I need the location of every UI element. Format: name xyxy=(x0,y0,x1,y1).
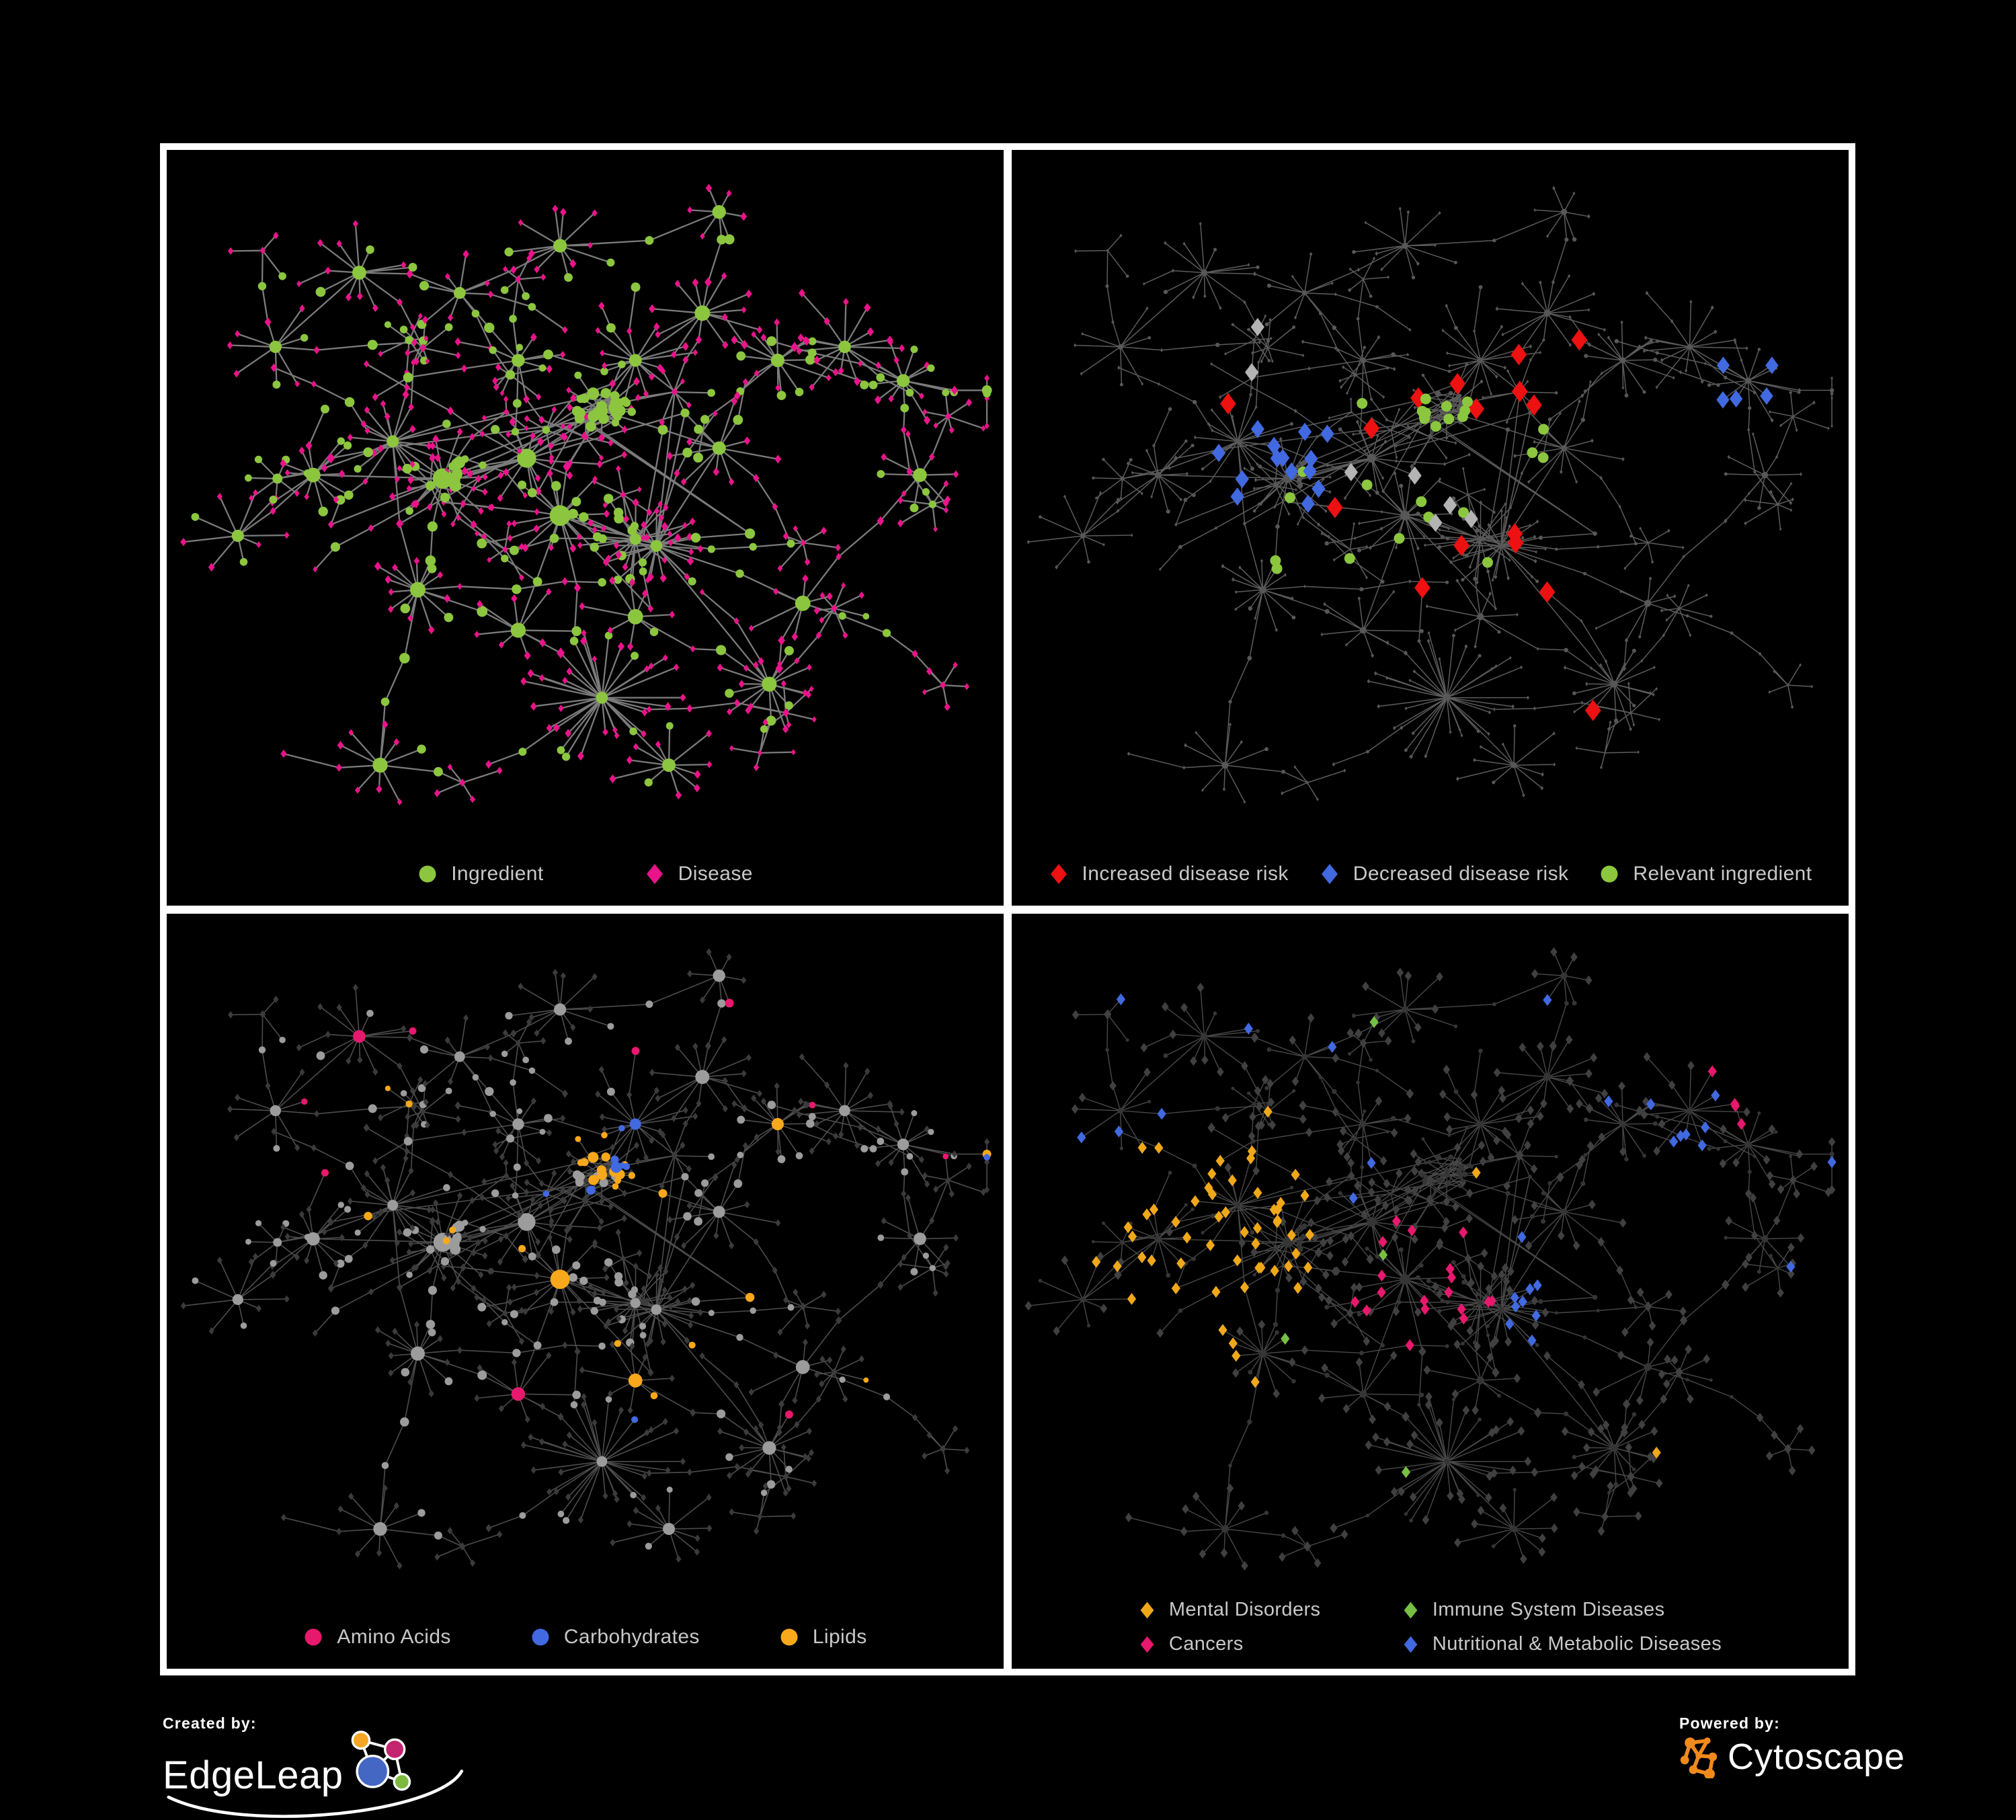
legend-disease-classes: Mental Disorders Immune System Diseases Ca… xyxy=(1012,1599,1849,1655)
legend-marker-circle-icon xyxy=(532,1628,549,1646)
powered-by-label: Powered by: xyxy=(1679,1714,1780,1732)
legend-item: Cancers xyxy=(1139,1633,1402,1655)
legend-item: Carbohydrates xyxy=(530,1626,700,1649)
panel-disease-classes: Mental Disorders Immune System Diseases Ca… xyxy=(1012,913,1849,1669)
nodes-layer xyxy=(180,947,992,1569)
legend-label: Decreased disease risk xyxy=(1353,862,1569,885)
legend-ingredient-disease: Ingredient Disease xyxy=(167,863,1004,885)
legend-item: Relevant ingredient xyxy=(1599,863,1812,885)
legend-marker-diamond-icon xyxy=(1404,1601,1418,1618)
legend-label: Amino Acids xyxy=(337,1626,451,1648)
legend-row: Increased disease risk Decreased disease … xyxy=(1049,863,1812,885)
legend-item: Disease xyxy=(645,863,753,885)
legend-item: Ingredient xyxy=(417,863,543,885)
edgeleap-credit: Created by: EdgeLeap xyxy=(163,1714,464,1818)
legend-row: Ingredient Disease xyxy=(417,863,753,885)
legend-block: Amino Acids Carbohydrates Lipids xyxy=(303,1626,866,1649)
network-graph-ingredient-disease xyxy=(180,184,992,805)
legend-item: Lipids xyxy=(779,1626,867,1649)
network-graph-nutrient-classes xyxy=(180,947,992,1569)
legend-marker-circle-icon xyxy=(780,1628,798,1646)
legend-label: Mental Disorders xyxy=(1168,1599,1321,1620)
edgeleap-logo: EdgeLeap xyxy=(163,1731,464,1818)
legend-block: Mental Disorders Immune System Diseases Ca… xyxy=(1139,1599,1722,1655)
legend-marker-diamond-icon xyxy=(1404,1636,1418,1653)
legend-label: Carbohydrates xyxy=(563,1626,700,1648)
nodes-layer xyxy=(1024,947,1837,1571)
network-graph-disease-classes xyxy=(1024,947,1837,1571)
legend-nutrient-classes: Amino Acids Carbohydrates Lipids xyxy=(167,1626,1004,1649)
network-graph-disease-risk xyxy=(1026,186,1834,804)
nodes-layer xyxy=(180,184,992,805)
legend-label: Relevant ingredient xyxy=(1633,862,1812,885)
legend-marker-circle-icon xyxy=(305,1628,322,1646)
legend-item: Mental Disorders xyxy=(1139,1599,1402,1621)
legend-marker-diamond-icon xyxy=(1321,863,1338,884)
panel-ingredient-disease: Ingredient Disease xyxy=(167,150,1004,906)
legend-row: Cancers Nutritional & Metabolic Diseases xyxy=(1139,1633,1722,1655)
cytoscape-network-icon xyxy=(1680,1737,1718,1778)
panel-grid: Ingredient Disease Increased disease risk… xyxy=(160,143,1855,1675)
legend-marker-circle-icon xyxy=(419,865,436,882)
legend-row: Amino Acids Carbohydrates Lipids xyxy=(303,1626,866,1649)
legend-item: Amino Acids xyxy=(303,1626,450,1649)
legend-label: Lipids xyxy=(812,1626,867,1648)
edgeleap-wordmark: EdgeLeap xyxy=(163,1753,344,1797)
nodes-layer xyxy=(1026,186,1834,804)
legend-marker-diamond-icon xyxy=(1050,863,1067,884)
edges-layer xyxy=(183,951,987,1566)
edges-layer xyxy=(183,188,988,803)
legend-block: Increased disease risk Decreased disease … xyxy=(1049,863,1812,885)
panel-nutrient-classes: Amino Acids Carbohydrates Lipids xyxy=(167,913,1004,1669)
edgeleap-network-icon xyxy=(352,1731,411,1791)
legend-label: Increased disease risk xyxy=(1082,862,1289,885)
cytoscape-credit: Powered by: xyxy=(1679,1714,1905,1778)
legend-label: Immune System Diseases xyxy=(1432,1599,1665,1620)
cytoscape-logo: Cytoscape xyxy=(1679,1735,1905,1778)
cytoscape-wordmark: Cytoscape xyxy=(1728,1737,1906,1777)
created-by-label: Created by: xyxy=(163,1714,257,1732)
legend-block: Ingredient Disease xyxy=(417,863,753,885)
legend-label: Nutritional & Metabolic Diseases xyxy=(1432,1633,1722,1655)
legend-item: Increased disease risk xyxy=(1049,863,1289,885)
legend-label: Disease xyxy=(678,862,753,885)
legend-marker-circle-icon xyxy=(1601,865,1618,882)
legend-item: Decreased disease risk xyxy=(1320,863,1569,885)
legend-marker-diamond-icon xyxy=(1140,1601,1154,1618)
legend-disease-risk: Increased disease risk Decreased disease … xyxy=(1012,863,1849,885)
panel-disease-risk: Increased disease risk Decreased disease … xyxy=(1012,150,1849,906)
edges-layer xyxy=(1028,188,1832,803)
legend-row: Mental Disorders Immune System Diseases xyxy=(1139,1599,1665,1621)
legend-marker-diamond-icon xyxy=(1140,1636,1154,1653)
legend-label: Cancers xyxy=(1168,1633,1244,1655)
legend-label: Ingredient xyxy=(451,862,544,885)
legend-item: Immune System Diseases xyxy=(1402,1599,1665,1621)
legend-item: Nutritional & Metabolic Diseases xyxy=(1402,1633,1722,1655)
legend-marker-diamond-icon xyxy=(646,863,663,884)
